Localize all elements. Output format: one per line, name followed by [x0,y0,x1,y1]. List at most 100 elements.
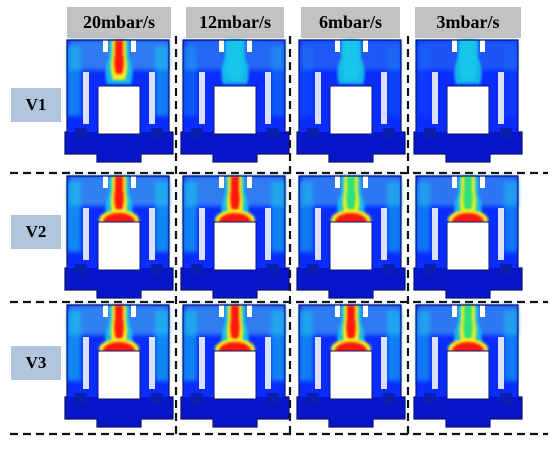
right-wall-zone [155,311,169,381]
body-outline [64,39,174,163]
simulation-cell-v1-col4 [413,39,523,163]
flange-step [307,393,395,403]
right-wall-zone [271,46,285,116]
flange [414,268,522,290]
flange-step [424,128,512,138]
jet-core [346,40,356,74]
jet-core [463,176,473,210]
right-slot [149,337,155,389]
right-wall-zone [271,311,285,381]
right-slot [381,337,387,389]
flange [65,397,173,419]
left-slot [199,337,205,389]
left-wall-zone [67,46,81,116]
top-notch-left [103,40,108,52]
jet-core [230,40,240,74]
flange-foot [446,154,490,162]
flange-foot [97,154,141,162]
body-outline [64,175,174,299]
left-wall-zone [183,46,197,116]
simulation-cell-v2-col1 [64,175,174,299]
left-slot [83,72,89,124]
inner-chamber [446,350,490,400]
flange [65,132,173,154]
flange-foot [446,290,490,298]
top-notch-right [131,176,136,188]
jet-core [230,176,240,210]
jet-core [114,40,124,74]
left-slot [83,208,89,260]
right-wall-zone [504,311,518,381]
left-slot [83,337,89,389]
flange-foot [213,290,257,298]
jet-core [114,176,124,210]
inner-chamber [213,350,257,400]
body-outline [413,39,523,163]
flange-foot [213,154,257,162]
right-slot [498,72,504,124]
simulation-cell-v1-col1 [64,39,174,163]
right-wall-zone [271,182,285,252]
column-header-6mbar: 6mbar/s [301,7,400,38]
top-notch-left [452,40,457,52]
flange-step [424,393,512,403]
inner-chamber [446,221,490,271]
jet-core [346,305,356,339]
body-outline [296,175,406,299]
top-notch-left [219,305,224,317]
top-notch-left [452,176,457,188]
right-wall-zone [504,182,518,252]
right-slot [381,72,387,124]
flange-step [191,128,279,138]
flange [414,397,522,419]
flange-step [75,264,163,274]
jet-core [463,305,473,339]
left-wall-zone [416,182,430,252]
right-slot [381,208,387,260]
left-wall-zone [416,311,430,381]
flange [181,397,289,419]
left-wall-zone [416,46,430,116]
row-label-v2: V2 [11,215,61,249]
flange [181,268,289,290]
top-notch-right [363,176,368,188]
flange-foot [329,290,373,298]
flange-step [75,393,163,403]
inner-chamber [329,350,373,400]
inner-chamber [213,221,257,271]
top-notch-left [335,40,340,52]
left-slot [432,72,438,124]
jet-core [346,176,356,210]
simulation-cell-v3-col3 [296,304,406,428]
left-wall-zone [299,182,313,252]
simulation-cell-v1-col3 [296,39,406,163]
inner-chamber [97,350,141,400]
body-outline [296,304,406,428]
flange [181,132,289,154]
inner-chamber [329,85,373,135]
right-wall-zone [387,311,401,381]
grid-lines [10,36,548,436]
body-outline [180,304,290,428]
top-notch-right [480,305,485,317]
right-wall-zone [387,46,401,116]
simulation-cell-v1-col2 [180,39,290,163]
top-notch-right [247,40,252,52]
left-wall-zone [183,311,197,381]
simulation-cell-v2-col3 [296,175,406,299]
body-outline [413,304,523,428]
inner-chamber [446,85,490,135]
flange-step [75,128,163,138]
row-label-v1: V1 [11,88,61,122]
left-slot [199,72,205,124]
top-notch-right [131,305,136,317]
left-wall-zone [67,182,81,252]
flange-foot [329,154,373,162]
right-wall-zone [387,182,401,252]
right-slot [265,72,271,124]
top-notch-left [335,305,340,317]
column-header-20mbar: 20mbar/s [67,7,171,38]
flange [65,268,173,290]
left-slot [315,208,321,260]
